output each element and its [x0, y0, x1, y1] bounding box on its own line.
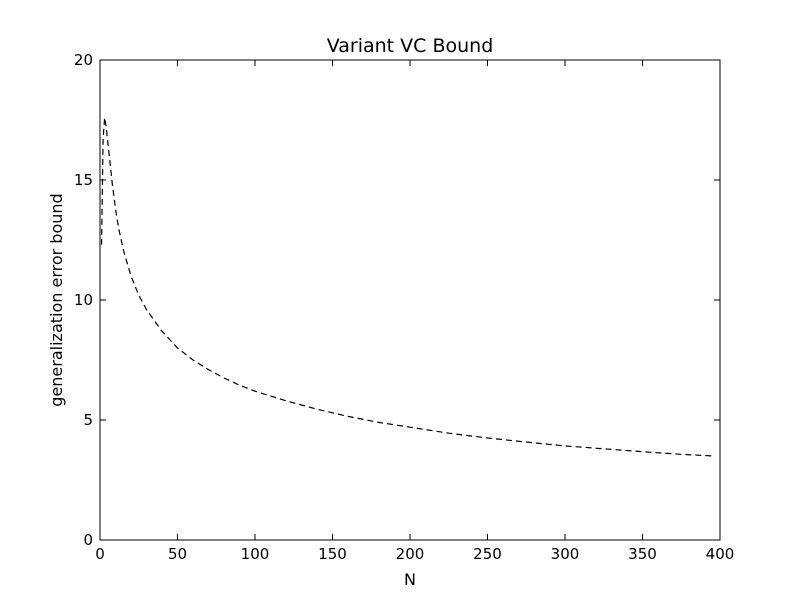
x-tick-label: 400	[706, 545, 735, 563]
x-tick-label: 200	[396, 545, 425, 563]
chart-title: Variant VC Bound	[327, 35, 494, 57]
x-tick-label: 0	[95, 545, 105, 563]
y-tick-label: 20	[74, 51, 93, 69]
x-tick-label: 250	[473, 545, 502, 563]
y-tick-label: 10	[74, 291, 93, 309]
series-line	[100, 117, 714, 457]
y-tick-label: 15	[74, 171, 93, 189]
x-tick-label: 50	[168, 545, 187, 563]
y-tick-label: 0	[83, 531, 93, 549]
x-axis-label: N	[404, 570, 416, 589]
y-tick-label: 5	[83, 411, 93, 429]
y-axis-label: generalization error bound	[47, 193, 66, 406]
plot-background	[100, 60, 720, 540]
series-layer	[100, 117, 714, 457]
x-tick-label: 150	[318, 545, 347, 563]
x-tick-label: 100	[241, 545, 270, 563]
x-tick-label: 300	[551, 545, 580, 563]
x-tick-label: 350	[628, 545, 657, 563]
plot-frame	[99, 59, 721, 541]
tick-layer: 0 50 100 150 200 250 300 350 400 0 5 10 15 20	[74, 51, 734, 563]
